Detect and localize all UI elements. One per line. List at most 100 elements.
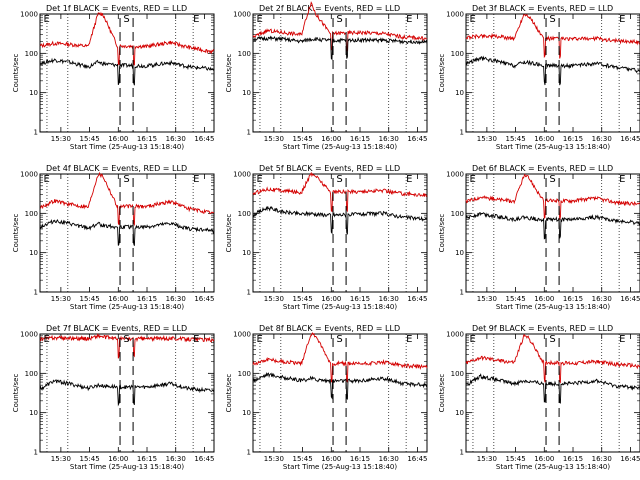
x-axis-label: Start Time (25-Aug-13 15:18:40)	[283, 303, 397, 311]
panel-title: Det 5f BLACK = Events, RED = LLD	[259, 164, 400, 173]
x-tick-label: 16:00	[108, 455, 128, 463]
x-axis-label: Start Time (25-Aug-13 15:18:40)	[496, 143, 610, 151]
marker-right-E: E	[193, 14, 199, 25]
y-axis-label: Counts/sec	[12, 214, 20, 253]
x-tick-label: 16:15	[563, 135, 583, 143]
x-tick-label: 15:30	[264, 135, 284, 143]
series-events-line	[465, 373, 640, 404]
x-tick-label: 16:15	[563, 295, 583, 303]
marker-left-E: E	[43, 334, 49, 345]
x-tick-label: 16:15	[137, 455, 157, 463]
plot-frame	[252, 173, 428, 293]
y-tick-label: 100	[451, 370, 464, 378]
y-axis-label: Counts/sec	[438, 214, 446, 253]
x-axis-label: Start Time (25-Aug-13 15:18:40)	[70, 463, 184, 471]
marker-left-E: E	[256, 334, 262, 345]
series-events-line	[39, 379, 215, 407]
y-tick-label: 10	[455, 249, 464, 257]
y-tick-label: 10	[455, 409, 464, 417]
x-tick-label: 16:30	[592, 135, 612, 143]
x-tick-label: 16:15	[137, 295, 157, 303]
marker-peak-S: S	[549, 334, 555, 345]
y-tick-label: 10	[29, 89, 38, 97]
y-tick-label: 10	[242, 89, 251, 97]
y-tick-label: 1	[247, 448, 251, 456]
y-tick-label: 100	[238, 50, 251, 58]
x-tick-label: 16:45	[194, 135, 214, 143]
x-tick-label: 16:45	[407, 135, 427, 143]
x-tick-label: 16:00	[108, 135, 128, 143]
y-axis-label: Counts/sec	[12, 54, 20, 93]
x-axis-label: Start Time (25-Aug-13 15:18:40)	[70, 143, 184, 151]
x-axis-label: Start Time (25-Aug-13 15:18:40)	[70, 303, 184, 311]
panel-title: Det 9f BLACK = Events, RED = LLD	[472, 324, 613, 333]
x-tick-label: 15:30	[51, 135, 71, 143]
panel-1: Det 1f BLACK = Events, RED = LLD 1 10 100 10…	[12, 4, 215, 151]
marker-left-E: E	[469, 14, 475, 25]
x-tick-label: 15:30	[264, 455, 284, 463]
plot-frame	[252, 13, 428, 133]
x-tick-label: 16:00	[321, 295, 341, 303]
panel-6: Det 6f BLACK = Events, RED = LLD 1 10 100 10…	[438, 164, 640, 311]
plot-frame	[39, 173, 215, 293]
y-tick-label: 100	[25, 210, 38, 218]
series-lld-line	[252, 332, 428, 384]
y-tick-label: 100	[451, 50, 464, 58]
marker-peak-S: S	[123, 14, 129, 25]
x-tick-label: 16:00	[534, 295, 554, 303]
y-tick-label: 1	[247, 288, 251, 296]
y-tick-label: 100	[238, 370, 251, 378]
marker-left-E: E	[469, 174, 475, 185]
series-events-line	[39, 57, 215, 86]
series-events-line	[465, 211, 640, 240]
series-lld-line	[252, 1, 428, 52]
marker-right-E: E	[193, 334, 199, 345]
panel-title: Det 3f BLACK = Events, RED = LLD	[472, 4, 613, 13]
y-tick-label: 1	[460, 288, 464, 296]
y-tick-label: 1	[34, 288, 38, 296]
x-tick-label: 16:15	[137, 135, 157, 143]
marker-left-E: E	[43, 14, 49, 25]
x-tick-label: 16:00	[534, 135, 554, 143]
x-tick-label: 15:45	[79, 135, 99, 143]
x-tick-label: 15:30	[477, 455, 497, 463]
y-tick-label: 1000	[20, 171, 38, 179]
marker-right-E: E	[619, 334, 625, 345]
y-tick-label: 1000	[233, 331, 251, 339]
x-tick-label: 16:15	[350, 455, 370, 463]
panel-4: Det 4f BLACK = Events, RED = LLD 1 10 100 10…	[12, 164, 215, 311]
x-tick-label: 15:45	[292, 295, 312, 303]
x-tick-label: 16:00	[321, 455, 341, 463]
y-axis-label: Counts/sec	[438, 54, 446, 93]
panel-title: Det 2f BLACK = Events, RED = LLD	[259, 4, 400, 13]
panel-title: Det 4f BLACK = Events, RED = LLD	[46, 164, 187, 173]
y-tick-label: 1000	[446, 11, 464, 19]
series-events-line	[252, 205, 428, 235]
x-tick-label: 16:00	[321, 135, 341, 143]
series-events-line	[252, 371, 428, 400]
marker-left-E: E	[256, 174, 262, 185]
y-axis-label: Counts/sec	[225, 54, 233, 93]
y-tick-label: 1000	[446, 171, 464, 179]
series-lld-line	[465, 13, 640, 59]
x-tick-label: 16:15	[350, 295, 370, 303]
x-tick-label: 15:30	[477, 135, 497, 143]
x-tick-label: 16:30	[166, 295, 186, 303]
y-tick-label: 1000	[233, 171, 251, 179]
series-lld-line	[252, 171, 428, 213]
x-tick-label: 16:30	[379, 455, 399, 463]
y-tick-label: 1000	[233, 11, 251, 19]
marker-right-E: E	[193, 174, 199, 185]
x-tick-label: 16:45	[620, 455, 640, 463]
x-tick-label: 16:30	[592, 455, 612, 463]
series-lld-line	[465, 333, 640, 384]
x-tick-label: 15:30	[264, 295, 284, 303]
y-axis-label: Counts/sec	[225, 214, 233, 253]
series-events-line	[252, 35, 428, 61]
plot-frame	[465, 173, 640, 293]
x-tick-label: 15:45	[292, 455, 312, 463]
x-tick-label: 16:45	[407, 295, 427, 303]
panel-title: Det 1f BLACK = Events, RED = LLD	[46, 4, 187, 13]
x-tick-label: 16:30	[166, 455, 186, 463]
marker-left-E: E	[256, 14, 262, 25]
